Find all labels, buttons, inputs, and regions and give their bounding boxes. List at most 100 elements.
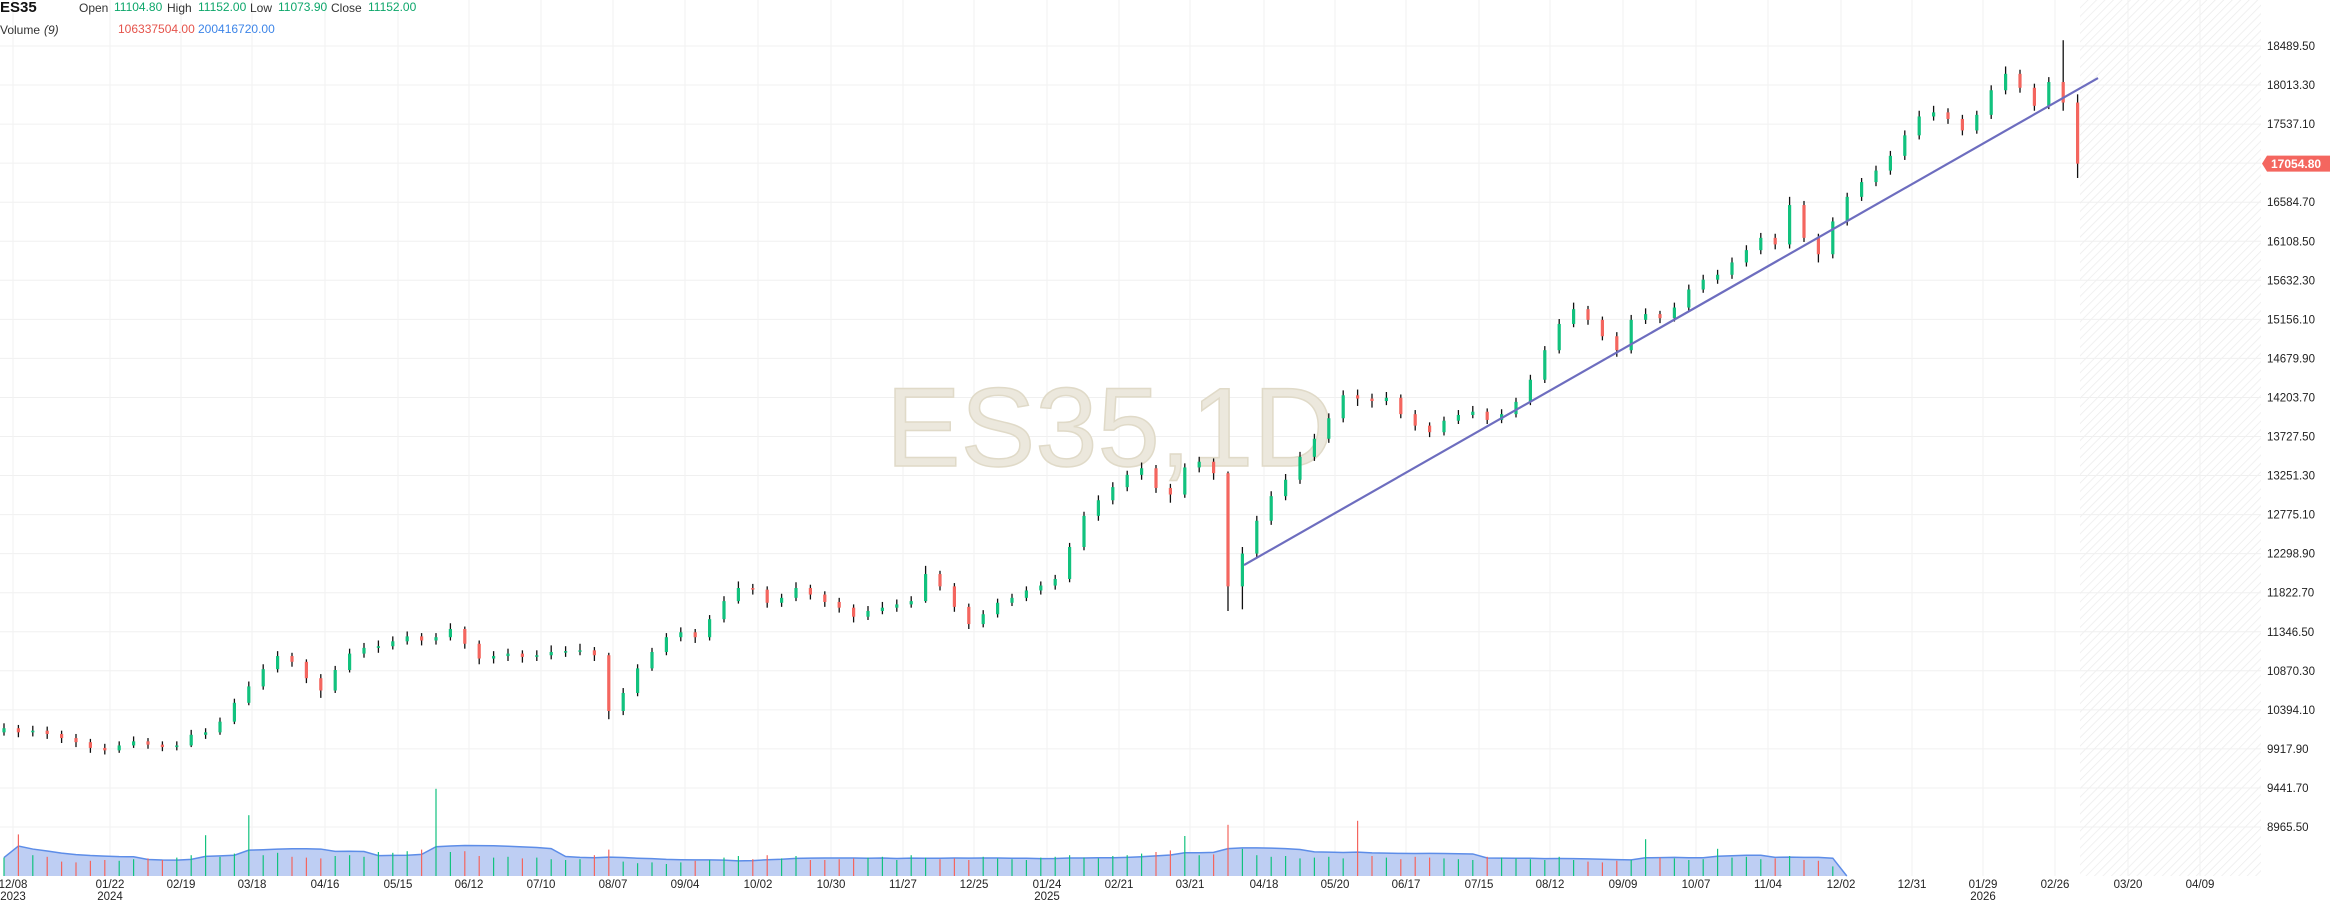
candle <box>1226 471 1230 611</box>
candle <box>506 648 510 661</box>
candle-body <box>1917 116 1921 136</box>
candle <box>664 633 668 656</box>
candle-body <box>664 637 668 652</box>
x-tick-label: 02/26 <box>2041 879 2070 891</box>
candle <box>175 741 179 751</box>
candle-body <box>2 728 6 733</box>
volume-label: Volume <box>0 23 41 37</box>
candle-body <box>132 741 136 746</box>
candle <box>1442 416 1446 436</box>
candle-body <box>1096 500 1100 516</box>
candle <box>2032 83 2036 111</box>
x-tick-label: 06/17 <box>1392 879 1421 891</box>
candle-body <box>938 574 942 587</box>
candle-body <box>2004 73 2008 91</box>
candle <box>909 596 913 608</box>
candle-body <box>736 588 740 602</box>
x-tick-label: 02/19 <box>167 879 196 891</box>
candle-body <box>1442 420 1446 433</box>
candle <box>117 741 121 753</box>
x-tick-label: 04/09 <box>2186 879 2215 891</box>
candle <box>1269 491 1273 525</box>
candle-body <box>794 588 798 598</box>
candle-body <box>823 594 827 602</box>
candle <box>88 738 92 753</box>
candle <box>1802 200 1806 242</box>
trendline[interactable] <box>1243 77 2099 566</box>
open-label: Open <box>79 1 109 15</box>
candle <box>1514 397 1518 418</box>
y-tick-label: 11822.70 <box>2267 588 2314 600</box>
candle-body <box>1600 319 1604 337</box>
candle <box>1053 574 1057 590</box>
candle-body <box>967 606 971 625</box>
x-tick-label: 12/25 <box>960 879 989 891</box>
candle <box>535 650 539 661</box>
candle <box>1716 269 1720 284</box>
candle <box>1096 495 1100 521</box>
candle-body <box>1701 279 1705 290</box>
low-label: Low <box>250 1 273 15</box>
price-axis[interactable]: 18489.50 18013.30 17537.10 16584.70 16108.50… <box>2267 41 2315 834</box>
candle <box>1888 150 1892 175</box>
candle-body <box>1773 237 1777 245</box>
candle-body <box>448 629 452 638</box>
candle <box>1399 394 1403 419</box>
candle <box>74 733 78 748</box>
candle <box>952 583 956 612</box>
candle-body <box>2018 73 2022 88</box>
candle <box>1168 483 1172 503</box>
y-tick-label: 11346.50 <box>2267 627 2314 639</box>
candle <box>1240 546 1244 610</box>
x-tick-label: 04/18 <box>1250 879 1279 891</box>
candle-body <box>160 744 164 748</box>
candle-body <box>1788 205 1792 245</box>
candle-body <box>1255 520 1259 554</box>
candle <box>434 633 438 645</box>
candle <box>996 598 1000 618</box>
x-tick-label: 06/12 <box>455 879 484 891</box>
candle <box>679 627 683 642</box>
y-tick-label: 8965.50 <box>2267 822 2309 834</box>
candle <box>751 583 755 595</box>
close-value: 11152.00 <box>368 0 417 14</box>
candle <box>967 603 971 630</box>
candle-body <box>1528 379 1532 402</box>
x-tick-label: 10/07 <box>1682 879 1711 891</box>
y-tick-label: 9917.90 <box>2267 744 2309 756</box>
candle-body <box>348 653 352 671</box>
x-tick-label: 03/20 <box>2114 879 2143 891</box>
candle-body <box>880 607 884 611</box>
candle <box>1298 451 1302 484</box>
candle <box>132 736 136 748</box>
candle-body <box>607 655 611 712</box>
candle <box>981 610 985 628</box>
candle <box>736 581 740 604</box>
candle <box>1068 542 1072 583</box>
high-label: High <box>167 1 192 15</box>
candle <box>621 688 625 716</box>
candle <box>1557 319 1561 354</box>
candle-body <box>1485 411 1489 420</box>
candle <box>650 647 654 671</box>
candle <box>477 640 481 665</box>
x-tick-label: 09/09 <box>1609 879 1638 891</box>
candle <box>2 723 6 736</box>
y-tick-label: 10870.30 <box>2267 666 2315 678</box>
candle <box>938 570 942 591</box>
candle-body <box>189 734 193 746</box>
candle <box>708 615 712 641</box>
y-tick-label: 17537.10 <box>2267 119 2315 131</box>
candle-body <box>276 656 280 670</box>
candle <box>1413 410 1417 431</box>
x-tick-label: 05/15 <box>384 879 413 891</box>
candle-body <box>218 721 222 733</box>
candle <box>1975 110 1979 134</box>
x-tick-label: 01/24 <box>1033 879 1062 891</box>
y-tick-label: 14203.70 <box>2267 392 2315 404</box>
candle <box>520 650 524 663</box>
candle-body <box>1759 237 1763 251</box>
candle <box>1860 177 1864 201</box>
